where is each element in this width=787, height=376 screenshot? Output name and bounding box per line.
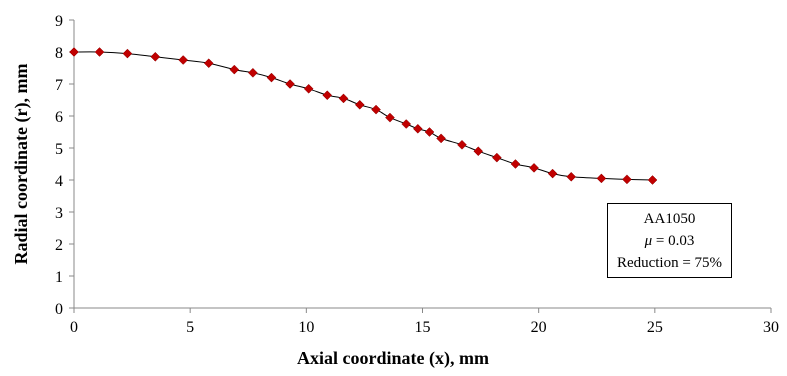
data-point-marker	[285, 79, 295, 89]
friction-value: = 0.03	[652, 232, 695, 249]
x-tick-label: 5	[186, 319, 194, 336]
y-tick-label: 7	[55, 77, 63, 94]
data-points	[69, 47, 658, 185]
data-point-marker	[94, 47, 105, 57]
mu-symbol: μ	[644, 232, 653, 249]
y-axis-ticks: 0 1 2 3 4 5 6 7 8 9	[55, 13, 74, 318]
y-tick-label: 0	[55, 301, 63, 318]
x-tick-label: 25	[647, 319, 663, 336]
data-point-marker	[401, 119, 412, 129]
data-point-marker	[510, 159, 521, 169]
data-point-marker	[178, 55, 189, 65]
data-point-marker	[436, 133, 446, 144]
data-point-marker	[322, 90, 333, 101]
y-tick-label: 3	[55, 205, 63, 222]
data-point-marker	[529, 162, 539, 173]
data-point-marker	[122, 48, 133, 59]
data-point-marker	[248, 67, 258, 78]
data-point-marker	[491, 152, 502, 163]
series-curve	[73, 51, 653, 181]
y-tick-label: 4	[55, 173, 63, 190]
data-point-marker	[547, 168, 558, 179]
x-tick-label: 20	[531, 319, 547, 336]
data-point-marker	[596, 173, 607, 184]
data-point-marker	[266, 72, 277, 83]
x-tick-label: 15	[415, 319, 431, 336]
annotation-friction: μ = 0.03	[608, 230, 731, 252]
x-tick-label: 30	[763, 319, 779, 336]
y-tick-label: 1	[55, 269, 63, 286]
data-point-marker	[229, 64, 240, 75]
data-point-marker	[150, 51, 161, 62]
y-tick-label: 5	[55, 141, 63, 158]
data-point-marker	[424, 127, 435, 137]
data-point-marker	[69, 47, 79, 57]
x-tick-label: 0	[70, 319, 78, 336]
data-point-marker	[647, 175, 658, 185]
data-point-marker	[473, 146, 484, 157]
data-point-marker	[385, 112, 395, 123]
y-tick-label: 9	[55, 13, 63, 30]
data-point-marker	[371, 104, 381, 115]
y-axis-title: Radial coordinate (r), mm	[11, 64, 32, 265]
data-point-marker	[338, 93, 349, 104]
data-point-marker	[412, 123, 423, 134]
annotation-reduction: Reduction = 75%	[616, 254, 723, 271]
data-point-marker	[354, 99, 365, 110]
annotation-box: AA1050 μ = 0.03 Reduction = 75%	[607, 203, 732, 278]
x-tick-label: 10	[298, 319, 314, 336]
data-point-marker	[457, 139, 467, 150]
y-tick-label: 8	[55, 45, 63, 62]
data-point-marker	[203, 58, 214, 69]
x-axis-title: Axial coordinate (x), mm	[297, 348, 489, 369]
y-tick-label: 6	[55, 109, 63, 126]
data-point-marker	[303, 83, 314, 94]
annotation-material: AA1050	[643, 210, 696, 227]
x-axis-ticks: 0 5 10 15 20 25 30	[70, 308, 779, 336]
y-tick-label: 2	[55, 237, 63, 254]
data-point-marker	[566, 171, 577, 182]
data-point-marker	[622, 174, 632, 185]
